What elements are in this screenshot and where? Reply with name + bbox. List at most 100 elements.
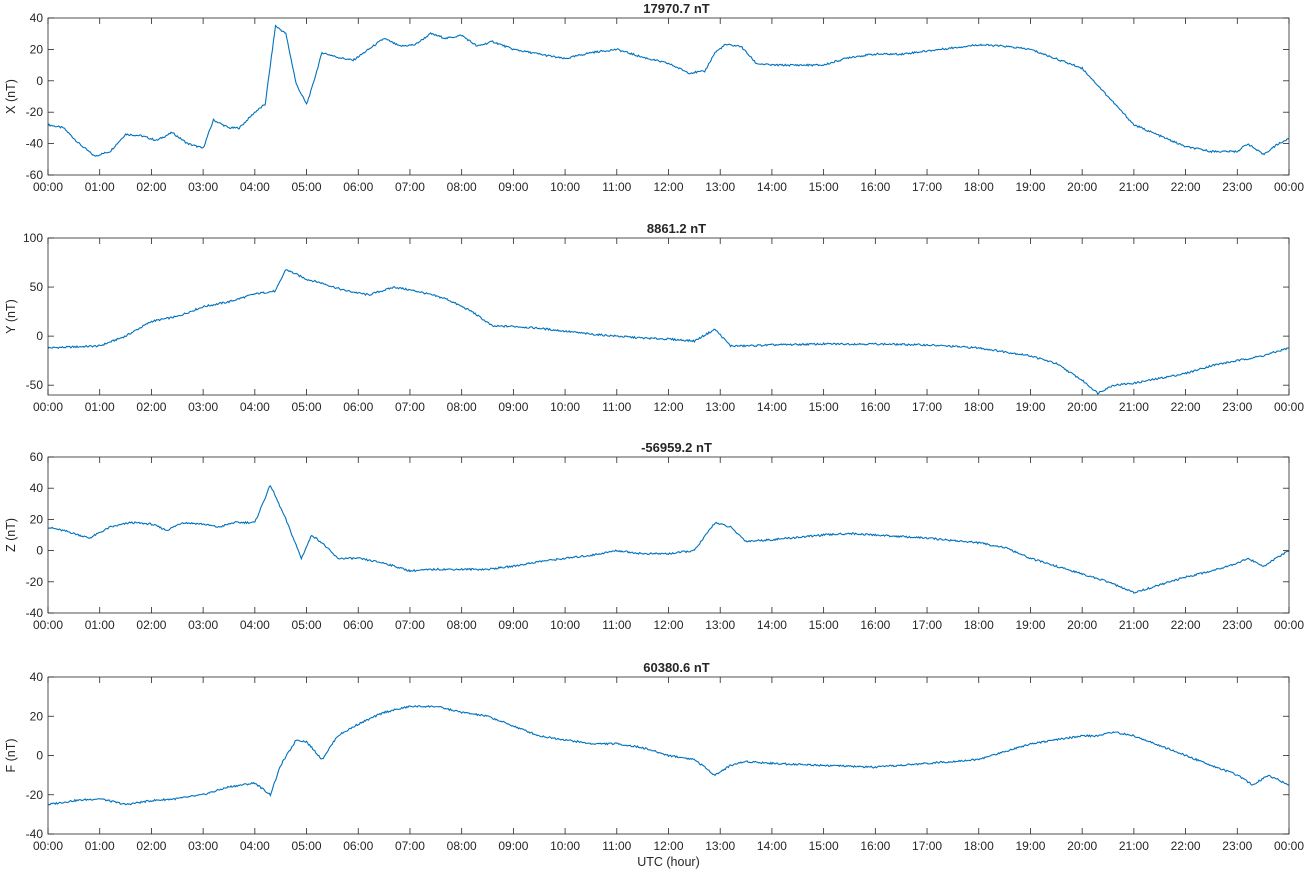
x-tick-label: 22:00 — [1171, 839, 1201, 853]
x-tick-label: 15:00 — [809, 400, 839, 414]
y-tick-label: 100 — [23, 231, 43, 245]
x-tick-label: 06:00 — [343, 180, 373, 194]
y-axis-label: Y (nT) — [4, 299, 18, 334]
y-tick-label: 0 — [36, 74, 43, 88]
x-tick-label: 17:00 — [912, 400, 942, 414]
x-tick-label: 23:00 — [1222, 839, 1252, 853]
y-tick-label: 60 — [30, 450, 44, 464]
y-tick-label: 50 — [30, 280, 44, 294]
x-tick-label: 10:00 — [550, 400, 580, 414]
x-tick-label: 01:00 — [85, 618, 115, 632]
x-tick-label: 22:00 — [1171, 618, 1201, 632]
x-tick-label: 18:00 — [964, 839, 994, 853]
x-tick-label: 13:00 — [705, 839, 735, 853]
x-tick-label: 10:00 — [550, 180, 580, 194]
x-tick-label: 19:00 — [1015, 839, 1045, 853]
x-tick-label: 23:00 — [1222, 618, 1252, 632]
x-tick-label: 12:00 — [653, 400, 683, 414]
y-tick-label: 40 — [30, 670, 44, 684]
x-tick-label: 15:00 — [809, 618, 839, 632]
x-tick-label: 18:00 — [964, 400, 994, 414]
y-tick-label: -20 — [26, 575, 44, 589]
series-line — [47, 484, 1290, 594]
x-tick-label: 06:00 — [343, 618, 373, 632]
x-tick-label: 15:00 — [809, 839, 839, 853]
x-tick-label: 05:00 — [292, 839, 322, 853]
x-tick-label: 04:00 — [240, 839, 270, 853]
x-tick-label: 23:00 — [1222, 400, 1252, 414]
panel-4: 00:00 01:00 02:00 03:00 04:00 05:00 06:00 07:00… — [4, 660, 1304, 853]
panel-title: 60380.6 nT — [643, 660, 710, 675]
x-tick-label: 15:00 — [809, 180, 839, 194]
x-tick-label: 19:00 — [1015, 618, 1045, 632]
y-tick-label: 20 — [30, 42, 44, 56]
y-tick-label: 40 — [30, 11, 44, 25]
x-tick-label: 03:00 — [188, 400, 218, 414]
x-tick-label: 02:00 — [136, 180, 166, 194]
x-tick-label: 20:00 — [1067, 839, 1097, 853]
x-tick-label: 02:00 — [136, 400, 166, 414]
x-axis-label: UTC (hour) — [637, 855, 700, 869]
x-tick-label: 00:00 — [1274, 180, 1304, 194]
x-tick-label: 06:00 — [343, 839, 373, 853]
x-tick-label: 11:00 — [602, 618, 631, 632]
x-tick-label: 00:00 — [1274, 839, 1304, 853]
x-tick-label: 11:00 — [602, 180, 631, 194]
y-axis-label: Z (nT) — [4, 518, 18, 552]
x-tick-label: 20:00 — [1067, 618, 1097, 632]
x-tick-label: 00:00 — [33, 400, 63, 414]
y-tick-label: 20 — [30, 709, 44, 723]
x-tick-label: 19:00 — [1015, 400, 1045, 414]
x-tick-label: 14:00 — [757, 618, 787, 632]
x-tick-label: 04:00 — [240, 400, 270, 414]
x-tick-label: 20:00 — [1067, 400, 1097, 414]
axes-box — [47, 17, 1290, 176]
panel-3: 00:00 01:00 02:00 03:00 04:00 05:00 06:00 07:00… — [4, 440, 1304, 632]
x-tick-label: 09:00 — [498, 180, 528, 194]
y-tick-label: -50 — [26, 378, 44, 392]
x-tick-label: 12:00 — [653, 839, 683, 853]
x-tick-label: 00:00 — [1274, 400, 1304, 414]
x-tick-label: 04:00 — [240, 618, 270, 632]
x-tick-label: 16:00 — [860, 618, 890, 632]
y-axis-label: X (nT) — [4, 79, 18, 114]
x-tick-label: 09:00 — [498, 400, 528, 414]
y-tick-label: 0 — [36, 544, 43, 558]
x-tick-label: 13:00 — [705, 618, 735, 632]
y-axis-label: F (nT) — [4, 738, 18, 772]
x-tick-label: 08:00 — [447, 618, 477, 632]
x-tick-label: 04:00 — [240, 180, 270, 194]
x-tick-label: 16:00 — [860, 839, 890, 853]
x-tick-label: 13:00 — [705, 400, 735, 414]
series-line — [47, 269, 1290, 395]
x-tick-label: 21:00 — [1119, 180, 1149, 194]
axes-box — [47, 237, 1290, 396]
x-tick-label: 07:00 — [395, 618, 425, 632]
y-tick-label: -40 — [26, 606, 44, 620]
panel-1: 00:00 01:00 02:00 03:00 04:00 05:00 06:00 07:00… — [4, 1, 1304, 194]
x-tick-label: 02:00 — [136, 618, 166, 632]
y-tick-label: 0 — [36, 329, 43, 343]
x-tick-label: 01:00 — [85, 180, 115, 194]
x-tick-label: 10:00 — [550, 618, 580, 632]
x-tick-label: 11:00 — [602, 839, 631, 853]
x-tick-label: 02:00 — [136, 839, 166, 853]
x-tick-label: 08:00 — [447, 839, 477, 853]
x-tick-label: 17:00 — [912, 839, 942, 853]
x-tick-label: 08:00 — [447, 400, 477, 414]
x-tick-label: 00:00 — [1274, 618, 1304, 632]
x-tick-label: 22:00 — [1171, 180, 1201, 194]
axes-box — [47, 456, 1290, 614]
panel-2: 00:00 01:00 02:00 03:00 04:00 05:00 06:00 07:00… — [4, 221, 1304, 414]
x-tick-label: 00:00 — [33, 618, 63, 632]
series-line — [47, 704, 1290, 806]
x-tick-label: 08:00 — [447, 180, 477, 194]
x-tick-label: 21:00 — [1119, 400, 1149, 414]
x-tick-label: 14:00 — [757, 180, 787, 194]
x-tick-label: 07:00 — [395, 400, 425, 414]
x-tick-label: 05:00 — [292, 618, 322, 632]
panel-title: 8861.2 nT — [647, 221, 706, 236]
x-tick-label: 05:00 — [292, 180, 322, 194]
x-tick-label: 17:00 — [912, 180, 942, 194]
